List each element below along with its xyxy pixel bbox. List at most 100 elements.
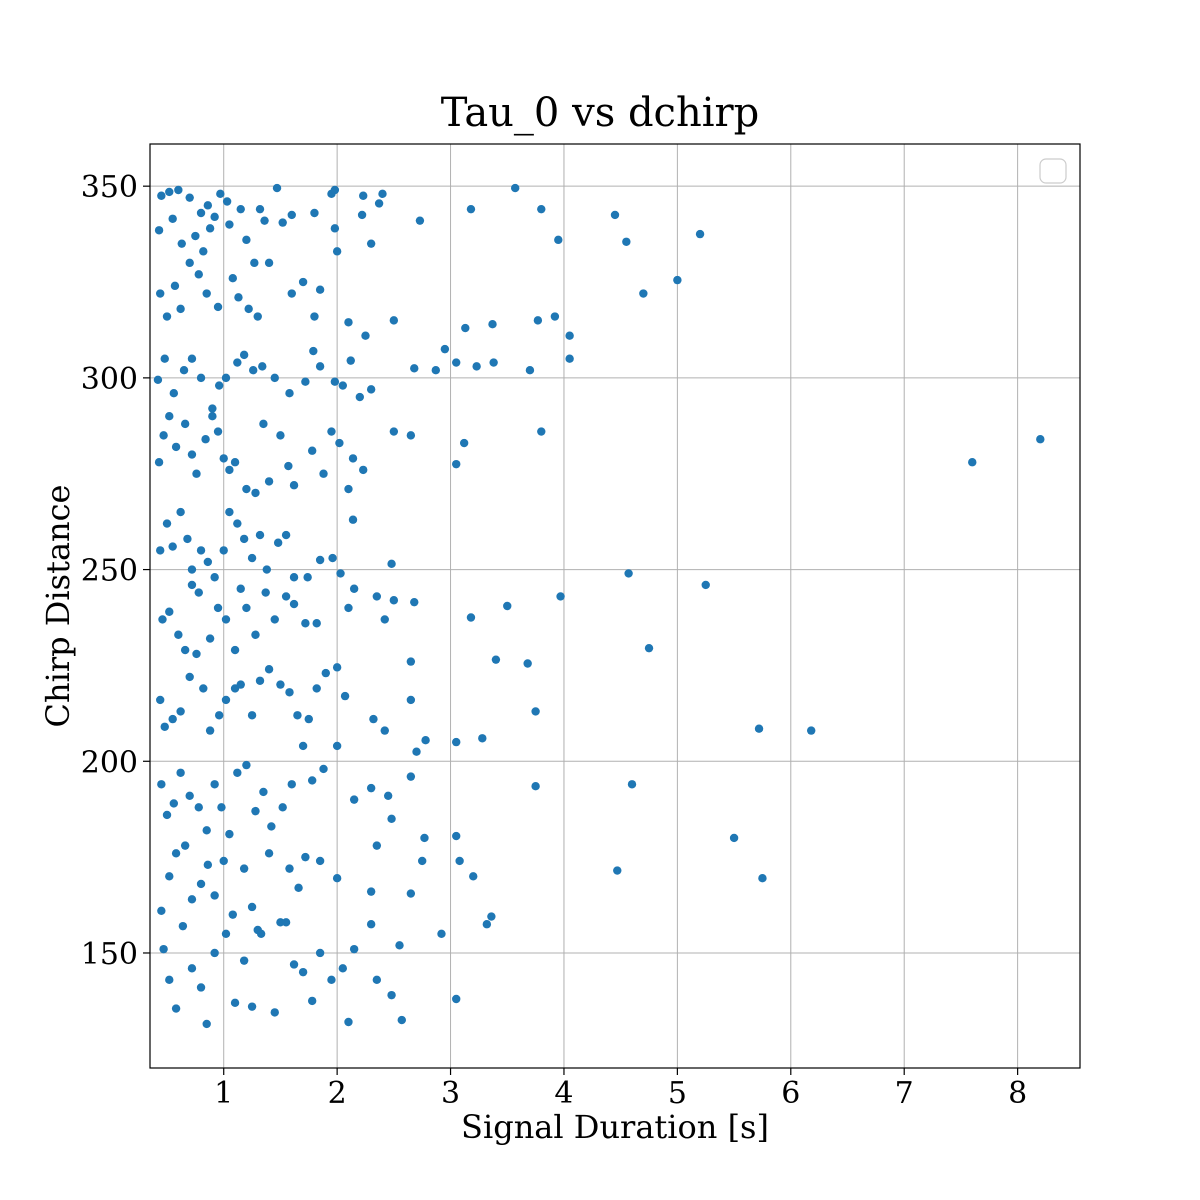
scatter-point	[180, 419, 190, 429]
scatter-point	[307, 446, 317, 455]
scatter-point	[410, 597, 419, 607]
scatter-point	[729, 833, 739, 843]
scatter-point	[165, 187, 174, 197]
scatter-point	[459, 438, 469, 448]
scatter-point	[160, 354, 169, 363]
scatter-point	[233, 768, 242, 777]
scatter-point	[488, 319, 497, 329]
scatter-point	[349, 584, 359, 593]
scatter-point	[260, 216, 269, 225]
scatter-point	[366, 783, 376, 793]
scatter-point	[247, 1002, 257, 1011]
scatter-point	[355, 392, 365, 402]
scatter-point	[380, 726, 389, 735]
scatter-point	[187, 354, 197, 363]
scatter-point	[233, 358, 242, 367]
scatter-point	[565, 331, 574, 340]
scatter-point	[192, 469, 201, 478]
scatter-point	[301, 377, 310, 386]
scatter-point	[374, 199, 384, 208]
scatter-point	[389, 427, 399, 436]
scatter-point	[673, 275, 682, 285]
scatter-point	[187, 895, 197, 904]
scatter-point	[624, 569, 633, 578]
scatter-point	[344, 1017, 353, 1027]
y-tick-label: 250	[81, 554, 138, 589]
scatter-point	[196, 546, 206, 555]
scatter-point	[236, 680, 245, 689]
scatter-point	[332, 874, 342, 883]
scatter-point	[278, 803, 287, 812]
scatter-point	[466, 204, 476, 214]
scatter-point	[261, 588, 270, 597]
scatter-point	[194, 803, 203, 812]
scatter-point	[344, 603, 353, 613]
scatter-point	[338, 381, 348, 390]
scatter-point	[196, 208, 206, 218]
scatter-point	[174, 185, 183, 195]
scatter-point	[247, 902, 257, 912]
scatter-point	[754, 724, 764, 733]
scatter-point	[165, 975, 174, 985]
scatter-point	[335, 438, 344, 448]
scatter-point	[158, 615, 167, 624]
scatter-point	[230, 645, 240, 655]
scatter-point	[208, 404, 217, 413]
scatter-point	[202, 1019, 211, 1029]
scatter-point	[315, 362, 325, 371]
scatter-point	[344, 484, 353, 494]
scatter-point	[168, 542, 177, 551]
scatter-point	[1036, 435, 1045, 444]
scatter-point	[242, 603, 251, 613]
scatter-point	[968, 458, 977, 467]
scatter-point	[330, 377, 340, 386]
scatter-point	[346, 356, 355, 365]
scatter-point	[315, 285, 325, 294]
scatter-point	[228, 910, 237, 919]
axes-frame	[149, 143, 1081, 1069]
scatter-point	[452, 831, 461, 841]
scatter-point	[565, 354, 574, 363]
scatter-point	[219, 856, 228, 866]
scatter-point	[287, 780, 296, 789]
scatter-point	[397, 1015, 406, 1025]
scatter-point	[196, 373, 206, 383]
scatter-point	[230, 458, 240, 467]
scatter-point	[185, 193, 194, 202]
scatter-point	[194, 588, 203, 597]
scatter-point	[332, 247, 342, 256]
x-axis-label: Signal Duration [s]	[461, 1108, 769, 1146]
scatter-point	[270, 615, 279, 624]
scatter-point	[156, 695, 165, 705]
scatter-point	[380, 615, 389, 624]
scatter-point	[452, 459, 461, 469]
scatter-point	[255, 204, 265, 214]
scatter-point	[349, 944, 359, 954]
scatter-point	[205, 224, 215, 233]
scatter-point	[216, 189, 225, 199]
scatter-point	[281, 592, 291, 601]
scatter-point	[461, 323, 470, 333]
scatter-point	[327, 427, 336, 436]
scatter-point	[406, 695, 416, 705]
x-tick-label: 1	[214, 1076, 233, 1111]
scatter-point	[258, 362, 267, 371]
scatter-point	[395, 941, 404, 950]
scatter-point	[510, 183, 520, 193]
scatter-point	[301, 852, 310, 862]
x-tick-label: 8	[1008, 1076, 1027, 1111]
scatter-point	[168, 714, 177, 724]
scatter-points	[153, 183, 1045, 1029]
legend-box	[1039, 158, 1067, 184]
scatter-point	[176, 507, 185, 517]
scatter-point	[554, 235, 563, 245]
y-tick-label: 150	[81, 937, 138, 972]
scatter-point	[170, 281, 180, 291]
scatter-point	[270, 373, 279, 383]
scatter-point	[340, 691, 350, 701]
scatter-point	[406, 431, 416, 440]
scatter-point	[452, 358, 461, 367]
scatter-point	[270, 1008, 279, 1017]
scatter-point	[357, 210, 367, 220]
